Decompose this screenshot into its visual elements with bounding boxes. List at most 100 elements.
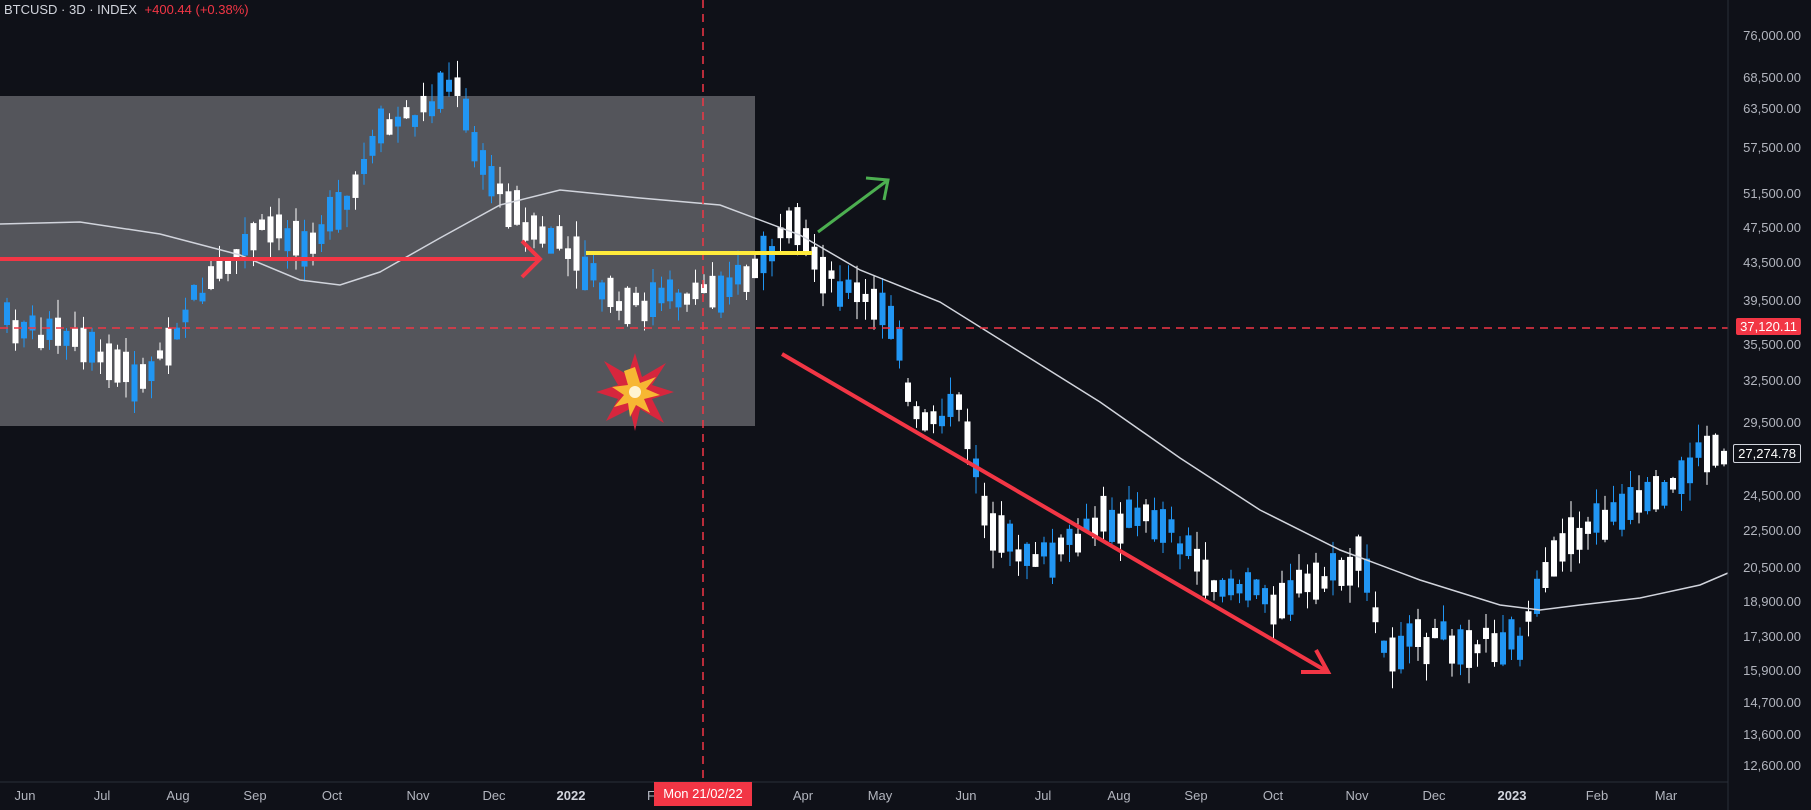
candle <box>1440 621 1447 640</box>
candle <box>956 394 962 410</box>
candle <box>106 343 112 381</box>
candle <box>1406 623 1413 647</box>
green-arrow <box>817 176 890 234</box>
candle <box>565 248 571 259</box>
candle <box>599 282 605 300</box>
price-axis-label: 14,700.00 <box>1743 695 1801 710</box>
candle <box>1304 573 1311 593</box>
crosshair-price-tag: 37,120.11 <box>1736 318 1801 335</box>
candle <box>1474 644 1481 654</box>
candle <box>616 301 622 311</box>
candle <box>1627 487 1634 520</box>
candle <box>123 351 129 383</box>
candle <box>777 227 784 239</box>
candle <box>293 220 299 256</box>
last-price-tag: 27,274.78 <box>1733 444 1801 463</box>
candle <box>131 364 138 402</box>
candle <box>1704 435 1710 473</box>
candle <box>63 330 70 346</box>
price-axis-label: 20,500.00 <box>1743 560 1801 575</box>
candle <box>12 320 19 344</box>
candle <box>386 119 393 135</box>
candle <box>1610 502 1617 522</box>
candle <box>658 287 665 304</box>
candle <box>1525 611 1532 622</box>
time-axis-label: Jun <box>955 788 977 803</box>
candle <box>1143 504 1149 522</box>
time-axis-label: Oct <box>1262 788 1284 803</box>
time-axis-label: 2023 <box>1497 788 1527 803</box>
candle <box>420 95 427 113</box>
candle <box>1253 579 1260 596</box>
candle <box>1415 619 1421 647</box>
candle <box>89 331 95 363</box>
candle <box>1721 450 1727 465</box>
candle <box>726 277 733 297</box>
candle <box>1712 434 1719 466</box>
candle <box>862 293 869 302</box>
candle <box>837 281 843 307</box>
candle <box>888 305 894 339</box>
candle <box>182 309 189 323</box>
candle <box>1330 553 1336 581</box>
candle <box>1695 442 1702 458</box>
candle <box>497 183 503 195</box>
candle <box>964 421 971 450</box>
candle <box>1508 619 1515 650</box>
candle <box>1372 607 1379 623</box>
symbol-header: BTCUSD · 3D · INDEX +400.44 (+0.38%) <box>4 2 249 17</box>
candle <box>871 288 877 320</box>
candle <box>80 327 87 363</box>
candle <box>752 258 758 279</box>
candle <box>701 284 707 294</box>
candle <box>1534 578 1540 614</box>
time-axis-label: Oct <box>321 788 343 803</box>
time-axis-label: Dec <box>482 788 506 803</box>
candle <box>446 79 452 92</box>
price-axis-label: 24,500.00 <box>1743 488 1801 503</box>
price-axis-label: 29,500.00 <box>1743 415 1801 430</box>
price-axis-label: 68,500.00 <box>1743 70 1801 85</box>
price-axis-label: 47,500.00 <box>1743 220 1801 235</box>
candle <box>905 382 911 402</box>
candle <box>1602 509 1608 540</box>
red-horizontal-arrow <box>0 239 543 279</box>
crosshair-date-tag: Mon 21/02/22 <box>654 782 752 806</box>
candle <box>1126 499 1132 528</box>
candle <box>522 222 529 241</box>
candle <box>1670 477 1676 490</box>
candle <box>1432 627 1438 639</box>
price-axis-label: 76,000.00 <box>1743 28 1801 43</box>
candle <box>1083 518 1090 532</box>
candle <box>1117 513 1124 544</box>
candle <box>1389 637 1396 672</box>
candle <box>1347 556 1353 586</box>
candle <box>1364 558 1370 593</box>
candle <box>803 228 809 255</box>
candle <box>650 282 656 318</box>
candle <box>820 256 826 294</box>
candle <box>208 266 214 290</box>
candle <box>1517 635 1523 660</box>
candle <box>216 260 223 279</box>
candle <box>72 328 78 347</box>
candle <box>437 72 444 109</box>
candle <box>1058 537 1064 555</box>
time-axis-label: Dec <box>1422 788 1446 803</box>
candle <box>174 327 180 340</box>
candle <box>1219 579 1226 597</box>
candle <box>1202 559 1209 596</box>
price-axis-label: 43,500.00 <box>1743 255 1801 270</box>
candle <box>1296 569 1302 594</box>
candle <box>1168 519 1175 533</box>
candle <box>1466 630 1472 668</box>
candle <box>1075 533 1081 553</box>
time-axis-label: Mar <box>1654 788 1678 803</box>
candle <box>1619 493 1625 530</box>
time-axis-label: 2022 <box>556 788 586 803</box>
candle <box>1287 580 1294 615</box>
candle <box>1228 578 1234 596</box>
candle <box>454 77 461 96</box>
